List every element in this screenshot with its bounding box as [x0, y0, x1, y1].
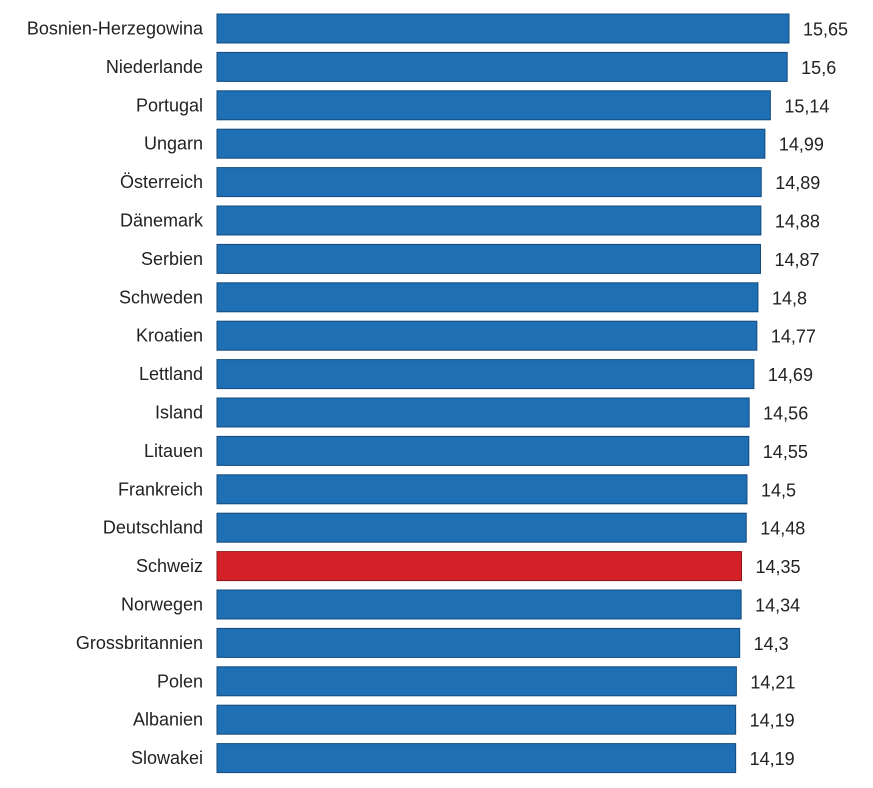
value-label: 14,21: [750, 672, 795, 692]
category-label: Frankreich: [118, 479, 203, 499]
category-label: Portugal: [136, 95, 203, 115]
value-label: 15,65: [803, 20, 848, 40]
value-label: 14,19: [750, 711, 795, 731]
value-label: 14,8: [772, 288, 807, 308]
category-label: Kroatien: [136, 326, 203, 346]
value-label: 14,89: [775, 173, 820, 193]
bar-grossbritannien: [216, 627, 741, 658]
bar-lettland: [216, 359, 755, 390]
value-label: 14,5: [761, 480, 796, 500]
bar-schweden: [216, 282, 759, 313]
category-label: Deutschland: [103, 518, 203, 538]
category-label: Österreich: [120, 172, 203, 192]
bar-albanien: [216, 704, 737, 735]
value-label: 14,88: [775, 212, 820, 232]
category-label: Slowakei: [131, 748, 203, 768]
value-label: 14,34: [755, 596, 800, 616]
value-label: 14,87: [774, 250, 819, 270]
value-label: 14,55: [763, 442, 808, 462]
bar-österreich: [216, 167, 762, 198]
category-label: Niederlande: [106, 57, 203, 77]
value-label: 14,35: [755, 557, 800, 577]
bar-kroatien: [216, 320, 758, 351]
bar-polen: [216, 666, 737, 697]
value-label: 14,19: [750, 749, 795, 769]
bar-deutschland: [216, 512, 747, 543]
category-label: Schweden: [119, 287, 203, 307]
category-label: Grossbritannien: [76, 633, 203, 653]
value-label: 14,77: [771, 327, 816, 347]
category-label: Island: [155, 403, 203, 423]
bar-portugal: [216, 90, 771, 121]
value-label: 15,14: [784, 96, 829, 116]
category-label: Dänemark: [120, 211, 204, 231]
bar-niederlande: [216, 51, 788, 82]
value-label: 15,6: [801, 58, 836, 78]
bar-dänemark: [216, 205, 762, 236]
category-label: Polen: [157, 671, 203, 691]
value-label: 14,69: [768, 365, 813, 385]
bar-island: [216, 397, 750, 428]
category-label: Lettland: [139, 364, 203, 384]
category-label: Schweiz: [136, 556, 203, 576]
value-label: 14,48: [760, 519, 805, 539]
bar-frankreich: [216, 474, 748, 505]
bar-slowakei: [216, 743, 737, 774]
bar-serbien: [216, 243, 761, 274]
category-label: Ungarn: [144, 134, 203, 154]
value-label: 14,56: [763, 404, 808, 424]
category-label: Norwegen: [121, 595, 203, 615]
bar-schweiz: [216, 551, 742, 582]
category-label: Albanien: [133, 710, 203, 730]
category-label: Bosnien-Herzegowina: [27, 19, 204, 39]
bar-bosnien-herzegowina: [216, 13, 790, 44]
value-label: 14,3: [754, 634, 789, 654]
bar-norwegen: [216, 589, 742, 620]
category-label: Serbien: [141, 249, 203, 269]
bar-litauen: [216, 435, 750, 466]
bar-ungarn: [216, 128, 766, 159]
category-label: Litauen: [144, 441, 203, 461]
value-label: 14,99: [779, 135, 824, 155]
